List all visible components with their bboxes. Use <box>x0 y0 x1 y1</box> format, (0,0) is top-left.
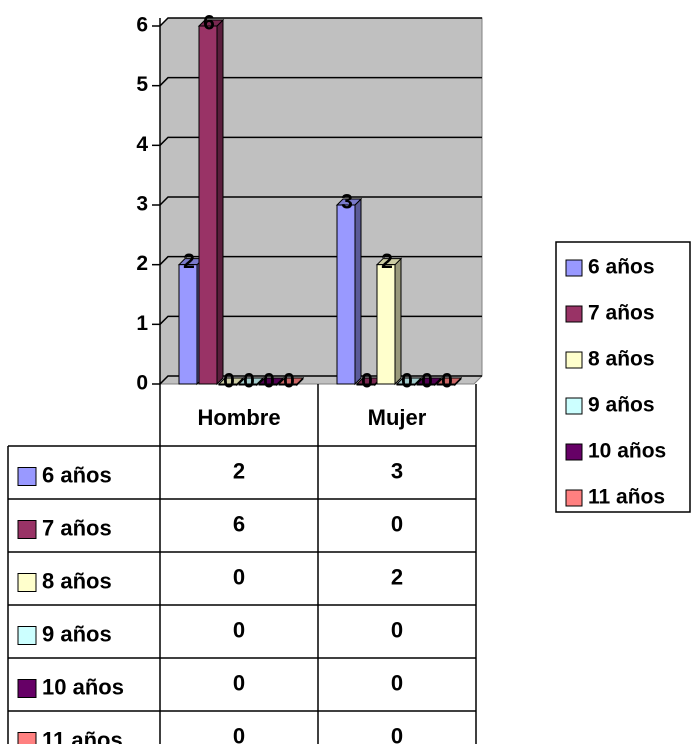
bar <box>436 383 456 386</box>
bar <box>356 383 376 386</box>
y-tick-label: 6 <box>136 14 148 37</box>
legend-box <box>555 241 691 513</box>
table-cell: 0 <box>391 617 403 642</box>
table-header: Mujer <box>368 405 427 430</box>
bar <box>258 383 278 386</box>
bar <box>336 204 356 385</box>
data-label: 0 <box>361 370 373 393</box>
table-row-label: 6 años <box>42 462 112 487</box>
table-cell: 2 <box>233 458 245 483</box>
bar <box>278 383 298 386</box>
bar <box>376 264 396 385</box>
y-tick-label: 1 <box>136 312 148 335</box>
table-legend-key <box>17 573 37 592</box>
table-row-label: 11 años <box>42 727 123 744</box>
legend-key <box>565 305 583 323</box>
table-cell: 0 <box>391 723 403 744</box>
legend-label: 11 años <box>588 486 665 509</box>
data-label: 0 <box>401 370 413 393</box>
y-tick-label: 4 <box>136 133 148 156</box>
legend-label: 8 años <box>588 348 655 371</box>
data-label: 2 <box>183 250 195 273</box>
grid-line <box>159 196 482 206</box>
y-tick-label: 2 <box>136 252 148 275</box>
legend-key <box>565 259 583 277</box>
table-cell: 0 <box>391 511 403 536</box>
grid-line <box>159 136 482 146</box>
table-legend-key <box>17 626 37 645</box>
legend-key <box>565 489 583 507</box>
legend-key <box>565 443 583 461</box>
grid-line <box>159 76 482 87</box>
bar-side <box>216 18 224 386</box>
data-label: 3 <box>341 191 353 214</box>
legend-label: 6 años <box>588 256 655 279</box>
data-label: 0 <box>223 370 235 393</box>
bar <box>198 25 218 385</box>
legend-key <box>565 351 583 369</box>
legend-label: 10 años <box>588 440 666 463</box>
data-label: 0 <box>263 370 275 393</box>
data-label: 0 <box>243 370 255 393</box>
bar <box>218 383 238 386</box>
bar <box>238 383 258 386</box>
bar <box>178 264 198 385</box>
y-tick-label: 5 <box>136 73 148 96</box>
table-cell: 2 <box>391 564 403 589</box>
y-tick-label: 3 <box>136 193 148 216</box>
table-cell: 3 <box>391 458 403 483</box>
bar-side <box>354 197 362 386</box>
data-label: 0 <box>421 370 433 393</box>
legend-key <box>565 397 583 415</box>
table-legend-key <box>17 520 37 539</box>
table-cell: 0 <box>233 564 245 589</box>
data-label: 0 <box>441 370 453 393</box>
data-label: 2 <box>381 250 393 273</box>
bar <box>396 383 416 386</box>
data-label: 6 <box>203 12 215 35</box>
table-legend-key <box>17 679 37 698</box>
table-cell: 0 <box>233 617 245 642</box>
bar-side <box>394 257 402 386</box>
table-header: Hombre <box>197 405 280 430</box>
bar <box>416 383 436 386</box>
table-cell: 0 <box>233 670 245 695</box>
table-cell: 0 <box>233 723 245 744</box>
table-row-label: 8 años <box>42 568 112 593</box>
legend-label: 9 años <box>588 394 655 417</box>
data-label: 0 <box>283 370 295 393</box>
grid-line <box>159 17 482 27</box>
y-tick-label: 0 <box>136 372 148 395</box>
table-cell: 0 <box>391 670 403 695</box>
table-legend-key <box>17 732 37 744</box>
grid-line <box>159 255 482 266</box>
table-row-label: 9 años <box>42 621 112 646</box>
legend-label: 7 años <box>588 302 655 325</box>
table-legend-key <box>17 467 37 486</box>
table-cell: 6 <box>233 511 245 536</box>
table-row-label: 10 años <box>42 674 124 699</box>
table-row-label: 7 años <box>42 515 112 540</box>
